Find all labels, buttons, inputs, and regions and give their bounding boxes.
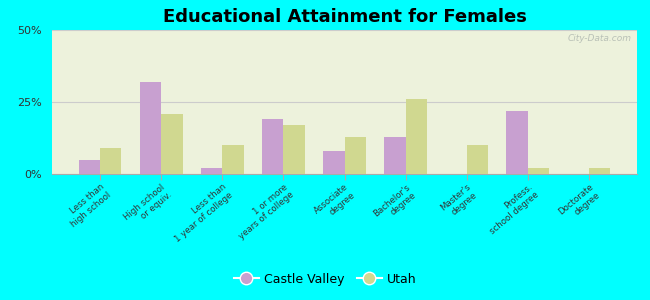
Legend: Castle Valley, Utah: Castle Valley, Utah (229, 268, 421, 291)
Title: Educational Attainment for Females: Educational Attainment for Females (162, 8, 526, 26)
Bar (506, 111, 528, 174)
Bar (589, 168, 610, 174)
Bar (323, 151, 345, 174)
Bar (384, 136, 406, 174)
Bar (201, 168, 222, 174)
Bar (262, 119, 283, 174)
Bar (222, 145, 244, 174)
Bar (344, 136, 366, 174)
Bar (528, 168, 549, 174)
Bar (140, 82, 161, 174)
Bar (283, 125, 305, 174)
Bar (161, 113, 183, 174)
Bar (79, 160, 100, 174)
Text: City-Data.com: City-Data.com (567, 34, 631, 43)
Bar (100, 148, 122, 174)
Bar (406, 99, 427, 174)
Bar (467, 145, 488, 174)
